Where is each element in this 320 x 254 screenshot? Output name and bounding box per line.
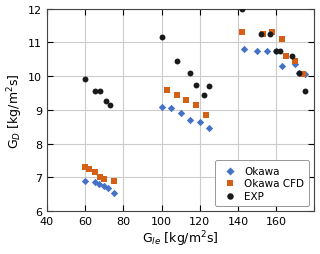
EXP (92, 90, 97, 94)
Okawa (188, 119, 193, 123)
Okawa (159, 105, 164, 109)
EXP (258, 33, 263, 37)
Okawa CFD (203, 114, 208, 118)
EXP (274, 50, 279, 54)
EXP (289, 55, 294, 59)
Y-axis label: G$_{D}$ [kg/m$^{2}$s]: G$_{D}$ [kg/m$^{2}$s] (5, 73, 25, 148)
EXP (104, 100, 109, 104)
Okawa (169, 107, 174, 111)
EXP (188, 71, 193, 75)
Okawa CFD (174, 93, 180, 97)
Okawa (241, 48, 246, 52)
Okawa (274, 50, 279, 54)
Okawa CFD (193, 103, 198, 107)
Okawa CFD (283, 55, 288, 59)
EXP (193, 83, 198, 87)
Okawa CFD (184, 98, 189, 102)
Okawa (178, 112, 183, 116)
Okawa CFD (279, 38, 284, 42)
EXP (174, 60, 180, 64)
EXP (108, 103, 113, 107)
Okawa (96, 182, 101, 186)
Okawa (92, 181, 97, 185)
EXP (239, 7, 244, 11)
Okawa (207, 127, 212, 131)
Okawa (254, 50, 260, 54)
Okawa CFD (260, 33, 265, 37)
Okawa (197, 120, 202, 124)
EXP (277, 50, 283, 54)
Okawa (293, 63, 298, 67)
EXP (268, 33, 273, 37)
EXP (201, 93, 206, 97)
Okawa CFD (83, 166, 88, 170)
Okawa CFD (102, 177, 107, 181)
Okawa (297, 71, 302, 75)
Okawa (83, 179, 88, 183)
EXP (302, 90, 308, 94)
EXP (83, 78, 88, 82)
Okawa CFD (98, 176, 103, 180)
Legend: Okawa, Okawa CFD, EXP: Okawa, Okawa CFD, EXP (215, 161, 309, 206)
EXP (159, 36, 164, 40)
Okawa CFD (293, 60, 298, 64)
Okawa (106, 186, 111, 190)
Okawa (302, 73, 308, 77)
Okawa CFD (239, 31, 244, 35)
X-axis label: G$_{le}$ [kg/m$^{2}$s]: G$_{le}$ [kg/m$^{2}$s] (142, 229, 219, 248)
EXP (98, 90, 103, 94)
Okawa CFD (92, 171, 97, 175)
EXP (207, 85, 212, 89)
Okawa (279, 65, 284, 69)
Okawa (102, 184, 107, 188)
Okawa CFD (165, 88, 170, 92)
Okawa CFD (86, 167, 92, 171)
Okawa CFD (300, 73, 306, 77)
Okawa CFD (270, 31, 275, 35)
EXP (297, 71, 302, 75)
Okawa (264, 50, 269, 54)
Okawa (111, 191, 116, 195)
Okawa CFD (111, 179, 116, 183)
